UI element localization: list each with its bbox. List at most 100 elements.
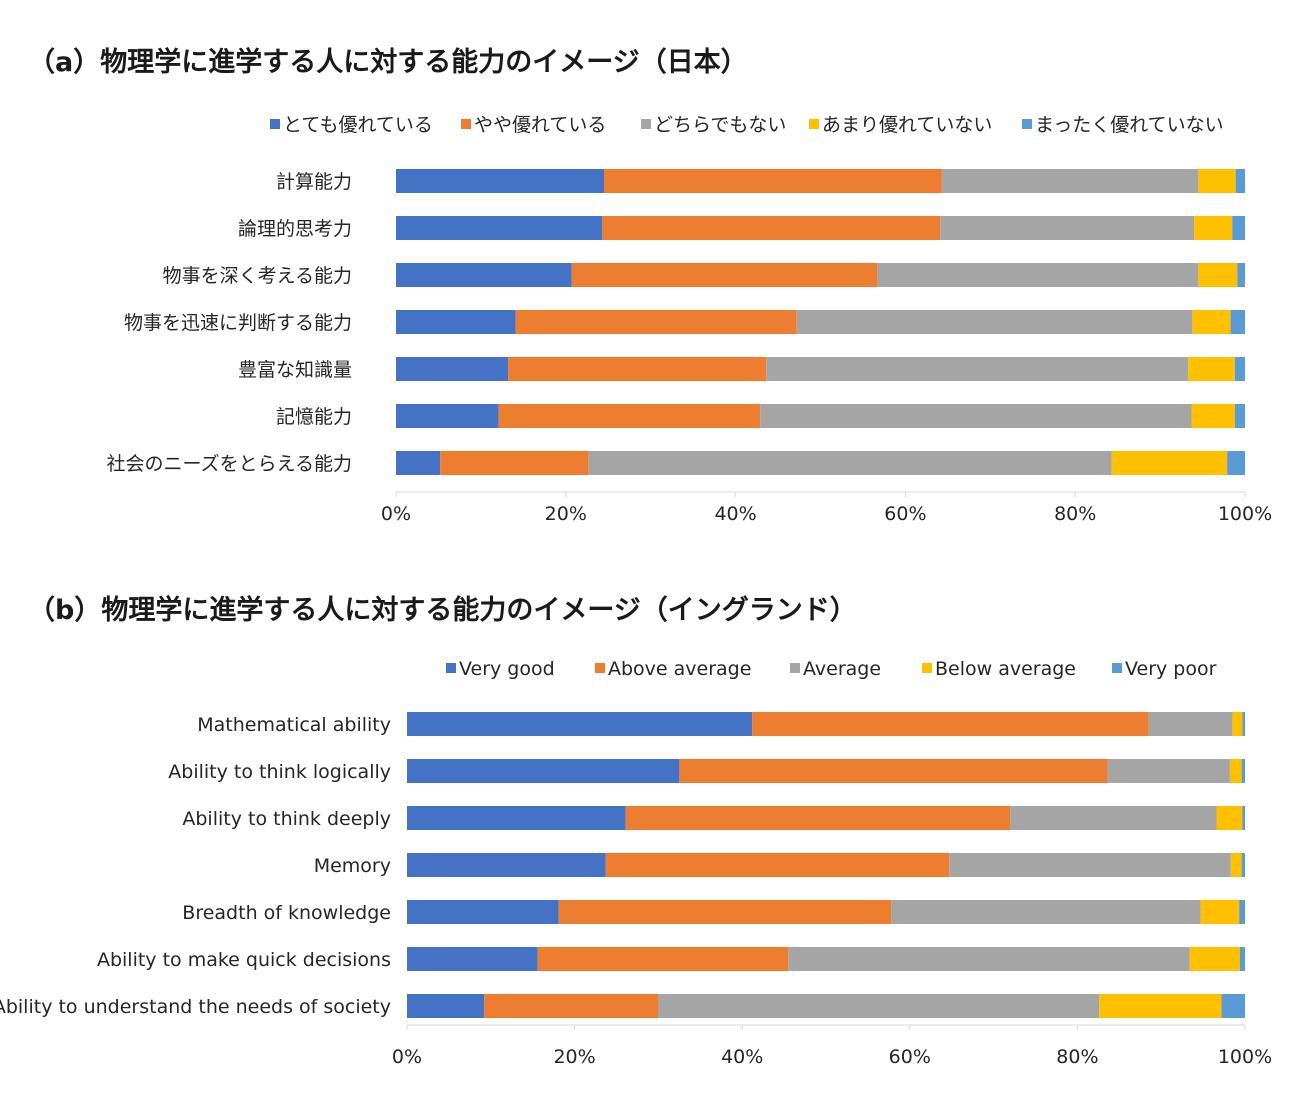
x-tick-label: 60%	[884, 503, 926, 525]
x-tick-label: 20%	[553, 1046, 595, 1068]
legend-label: Average	[803, 658, 881, 680]
bar-segment-b-6-4	[1221, 994, 1245, 1018]
legend-label: Above average	[608, 658, 751, 680]
bar-segment-b-2-0	[407, 806, 626, 830]
bar-segment-b-3-1	[605, 853, 950, 877]
x-tick-label: 60%	[889, 1046, 931, 1068]
bar-segment-a-6-3	[1111, 451, 1228, 475]
category-label: 物事を深く考える能力	[163, 265, 352, 287]
bar-segment-b-1-4	[1241, 759, 1245, 783]
legend-item-a-2: どちらでもない	[641, 114, 786, 136]
x-tick-label: 100%	[1218, 1046, 1272, 1068]
bar-segment-a-2-0	[396, 263, 572, 287]
bar-segment-a-0-3	[1198, 169, 1236, 193]
legend-swatch	[595, 663, 605, 673]
x-tick-label: 0%	[392, 1046, 422, 1068]
legend-label: まったく優れていない	[1035, 114, 1224, 136]
bar-segment-b-5-2	[788, 947, 1190, 971]
bar-segment-a-4-2	[766, 357, 1189, 381]
bar-segment-a-6-0	[396, 451, 441, 475]
bar-segment-a-4-3	[1188, 357, 1235, 381]
category-label: 記憶能力	[276, 406, 352, 428]
bar-segment-a-3-0	[396, 310, 516, 334]
bar-segment-a-2-4	[1237, 263, 1245, 287]
bar-segment-a-1-2	[940, 216, 1195, 240]
bar-segment-b-5-0	[407, 947, 538, 971]
bar-segment-a-5-1	[498, 404, 761, 428]
x-tick-label: 40%	[714, 503, 756, 525]
x-tick-label: 80%	[1056, 1046, 1098, 1068]
bar-segment-a-1-3	[1194, 216, 1233, 240]
bar-segment-a-4-4	[1234, 357, 1245, 381]
bar-segment-b-2-2	[1010, 806, 1217, 830]
legend-swatch	[809, 119, 819, 129]
bar-segment-a-1-1	[602, 216, 941, 240]
chart-a-plot: とても優れている やや優れている どちらでもない あまり優れていない まったく優れていな…	[107, 114, 1273, 525]
legend-item-b-3: Below average	[922, 658, 1076, 680]
bar-segment-b-2-4	[1242, 806, 1245, 830]
bar-segment-a-1-4	[1232, 216, 1245, 240]
bar-segment-b-3-3	[1230, 853, 1242, 877]
chart-a-title: （a）物理学に進学する人に対する能力のイメージ（日本）	[28, 47, 748, 78]
bar-segment-b-0-0	[407, 712, 753, 736]
legend-swatch	[922, 663, 932, 673]
bar-segment-b-4-1	[558, 900, 892, 924]
category-label: Mathematical ability	[197, 714, 391, 736]
legend-item-b-2: Average	[790, 658, 881, 680]
bar-segment-a-4-1	[508, 357, 767, 381]
category-label: 論理的思考力	[238, 218, 352, 240]
legend-swatch	[1022, 119, 1032, 129]
legend-label: Very poor	[1125, 658, 1217, 680]
bar-segment-a-1-0	[396, 216, 603, 240]
legend-item-b-4: Very poor	[1112, 658, 1217, 680]
x-tick-label: 20%	[545, 503, 587, 525]
category-label: Memory	[314, 855, 391, 877]
bar-segment-a-0-1	[604, 169, 942, 193]
x-tick-label: 80%	[1054, 503, 1096, 525]
legend-swatch	[790, 663, 800, 673]
bar-segment-b-4-2	[891, 900, 1201, 924]
bar-segment-a-3-1	[515, 310, 797, 334]
bar-segment-b-6-0	[407, 994, 485, 1018]
legend-item-a-1: やや優れている	[461, 114, 606, 136]
bar-segment-b-1-0	[407, 759, 680, 783]
category-label: 物事を迅速に判断する能力	[124, 312, 352, 334]
bar-segment-b-6-2	[658, 994, 1100, 1018]
bar-segment-a-2-3	[1198, 263, 1238, 287]
category-label: Ability to think deeply	[182, 808, 391, 830]
legend-label: やや優れている	[474, 114, 606, 136]
bar-segment-b-1-3	[1229, 759, 1242, 783]
x-tick-label: 40%	[721, 1046, 763, 1068]
legend-label: あまり優れていない	[822, 114, 992, 136]
bar-segment-b-0-1	[752, 712, 1149, 736]
bar-segment-b-5-1	[537, 947, 789, 971]
legend-swatch	[1112, 663, 1122, 673]
legend-item-b-1: Above average	[595, 658, 751, 680]
bar-segment-a-0-2	[941, 169, 1199, 193]
legend-swatch	[641, 119, 651, 129]
bar-segment-a-5-4	[1234, 404, 1245, 428]
category-label: Ability to make quick decisions	[97, 949, 391, 971]
legend-item-a-4: まったく優れていない	[1022, 114, 1224, 136]
legend-label: どちらでもない	[654, 114, 786, 136]
bar-segment-b-1-1	[679, 759, 1108, 783]
bar-segment-a-6-1	[440, 451, 589, 475]
bar-segment-b-2-1	[625, 806, 1011, 830]
bar-segment-b-5-4	[1239, 947, 1245, 971]
legend-label: とても優れている	[283, 114, 433, 136]
bar-segment-b-4-4	[1239, 900, 1245, 924]
x-tick-label: 0%	[381, 503, 411, 525]
bar-segment-b-6-1	[484, 994, 659, 1018]
category-label: 豊富な知識量	[238, 359, 352, 381]
bar-segment-a-0-0	[396, 169, 605, 193]
legend-label: Below average	[935, 658, 1076, 680]
category-label: Breadth of knowledge	[182, 902, 391, 924]
bar-segment-a-6-4	[1227, 451, 1245, 475]
x-tick-label: 100%	[1218, 503, 1272, 525]
bar-segment-b-6-3	[1099, 994, 1222, 1018]
bar-segment-b-3-4	[1241, 853, 1245, 877]
bar-segment-a-5-3	[1191, 404, 1235, 428]
bar-segment-a-5-0	[396, 404, 499, 428]
chart-b-title: （b）物理学に進学する人に対する能力のイメージ（イングランド）	[28, 595, 857, 626]
